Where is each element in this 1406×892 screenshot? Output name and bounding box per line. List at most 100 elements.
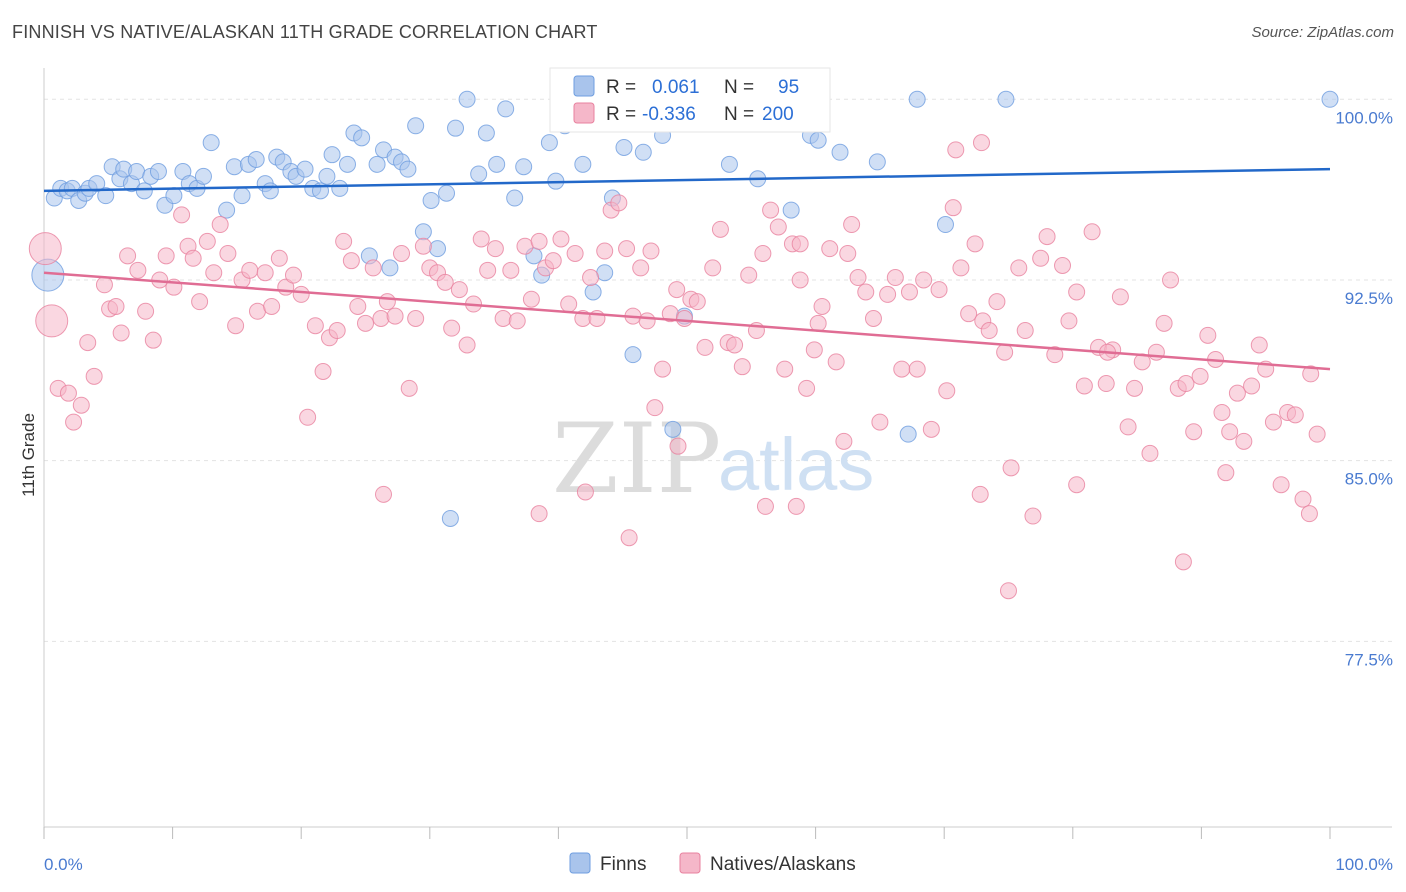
data-point xyxy=(762,201,780,219)
data-point xyxy=(798,379,816,397)
data-point xyxy=(1126,379,1144,397)
data-point xyxy=(1141,444,1159,462)
data-point xyxy=(1228,384,1246,402)
data-point xyxy=(938,382,956,400)
data-point xyxy=(202,134,220,152)
data-point xyxy=(447,119,465,137)
data-point xyxy=(540,134,558,152)
y-tick-label: 92.5% xyxy=(1345,289,1393,308)
data-point xyxy=(107,297,125,315)
data-point xyxy=(247,151,265,168)
data-point xyxy=(868,153,886,171)
data-point xyxy=(59,384,77,402)
data-point xyxy=(261,182,279,200)
data-point xyxy=(270,249,288,267)
data-point xyxy=(809,131,827,149)
data-point xyxy=(1302,365,1320,383)
data-point xyxy=(184,249,202,267)
data-point xyxy=(544,252,562,270)
data-point xyxy=(675,310,693,327)
data-point xyxy=(1046,346,1064,364)
data-point xyxy=(137,302,155,320)
data-point xyxy=(530,232,548,250)
data-point xyxy=(1038,228,1056,246)
legend-box xyxy=(549,67,831,133)
bottom-legend: Finns Natives/Alaskans xyxy=(569,852,856,875)
data-point xyxy=(791,271,809,289)
data-point xyxy=(284,266,302,284)
data-point xyxy=(194,167,212,185)
data-point xyxy=(1162,271,1180,289)
data-point xyxy=(443,319,461,337)
data-point xyxy=(576,483,594,501)
data-point xyxy=(458,90,476,108)
chart-source: Source: ZipAtlas.com xyxy=(1251,24,1394,41)
data-point xyxy=(769,218,787,236)
data-point xyxy=(620,529,638,547)
data-point xyxy=(843,216,861,234)
data-point xyxy=(809,314,827,332)
data-point xyxy=(1032,249,1050,267)
data-point xyxy=(470,165,488,183)
data-point xyxy=(966,235,984,253)
data-point xyxy=(618,240,636,258)
data-point xyxy=(900,283,918,301)
y-axis-title: 11th Grade xyxy=(19,413,38,497)
data-point xyxy=(378,293,396,311)
y-tick-label: 85.0% xyxy=(1345,470,1393,489)
data-point xyxy=(646,399,664,417)
data-point xyxy=(1286,406,1304,424)
data-point xyxy=(754,244,772,262)
data-point xyxy=(864,310,882,327)
data-point xyxy=(1250,336,1268,354)
data-point xyxy=(191,293,209,311)
data-point xyxy=(225,158,243,176)
data-point xyxy=(849,269,867,287)
data-point xyxy=(1060,312,1078,330)
x-tick-label: 0.0% xyxy=(44,855,83,874)
legend-r-value: 0.061 xyxy=(652,77,700,98)
data-point xyxy=(886,269,904,287)
data-point xyxy=(497,100,515,118)
data-point-large xyxy=(35,304,69,338)
data-point xyxy=(1016,322,1034,340)
data-point xyxy=(726,336,744,354)
data-point xyxy=(936,216,954,234)
data-point xyxy=(165,187,183,205)
data-point xyxy=(407,310,425,327)
legend-r-label: R = xyxy=(606,77,636,98)
data-point xyxy=(980,322,998,340)
data-point xyxy=(947,141,965,159)
data-point xyxy=(386,307,404,325)
data-point xyxy=(506,189,524,207)
data-point xyxy=(368,155,386,173)
natives-points xyxy=(28,134,1326,600)
data-point xyxy=(1024,507,1042,525)
data-point xyxy=(664,420,682,438)
data-point xyxy=(357,314,374,332)
data-point xyxy=(857,283,875,301)
data-point xyxy=(129,261,147,279)
data-point xyxy=(776,360,794,378)
data-point xyxy=(596,242,614,260)
data-point xyxy=(349,297,367,315)
data-point xyxy=(596,264,614,282)
data-point xyxy=(756,497,774,515)
data-point xyxy=(615,138,633,156)
data-point xyxy=(805,341,823,359)
data-point xyxy=(331,179,349,197)
legend-r-label: R = xyxy=(606,104,636,125)
data-point xyxy=(1111,288,1129,306)
data-point xyxy=(256,264,274,282)
data-point xyxy=(971,485,989,503)
data-point xyxy=(922,420,940,438)
data-point xyxy=(422,191,440,209)
data-point xyxy=(1054,257,1072,274)
data-point xyxy=(638,312,656,330)
data-point xyxy=(624,346,642,364)
data-point xyxy=(515,158,533,176)
data-point xyxy=(516,237,534,255)
data-point xyxy=(323,146,341,164)
data-point xyxy=(530,505,548,523)
data-point xyxy=(441,509,459,527)
